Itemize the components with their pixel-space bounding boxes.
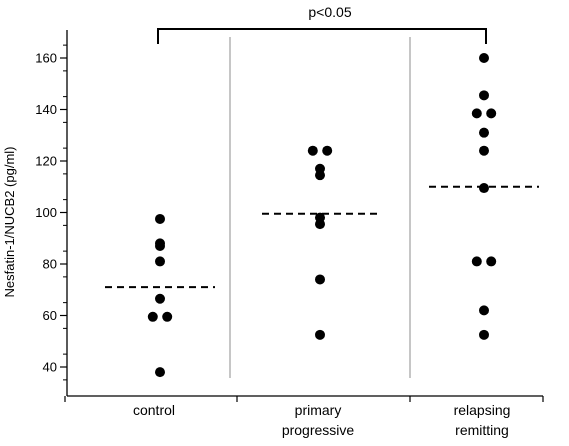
data-point: [479, 329, 489, 340]
y-axis-label: Nesfatin-1/NUCB2 (pg/ml): [2, 147, 17, 298]
axes: [64, 30, 544, 402]
y-tick-label: 40: [43, 360, 57, 375]
data-point: [315, 170, 325, 181]
data-point: [479, 305, 489, 316]
y-tick-label: 140: [35, 102, 57, 117]
data-point: [479, 90, 489, 101]
data-point: [471, 256, 482, 267]
y-tick-label: 80: [43, 257, 57, 272]
data-point: [486, 256, 497, 267]
data-point: [147, 311, 158, 322]
data-point: [486, 108, 497, 119]
significance-bracket: [157, 28, 487, 44]
data-point: [155, 240, 165, 251]
significance-label: p<0.05: [308, 4, 351, 20]
x-category-label: progressive: [282, 422, 355, 438]
data-point: [155, 293, 165, 304]
y-tick-label: 160: [35, 51, 57, 66]
data-points: [147, 53, 497, 378]
y-ticks: 40 60 80 100 120 140 160: [35, 44, 67, 381]
data-point: [315, 274, 325, 285]
data-point: [322, 145, 333, 156]
mean-lines: [105, 185, 539, 289]
data-point: [155, 213, 165, 224]
data-point: [479, 145, 489, 156]
data-point: [479, 53, 489, 63]
x-category-labels: control primary progressive relapsing remitt…: [133, 402, 510, 438]
data-point: [471, 108, 482, 119]
x-category-label: remitting: [455, 422, 509, 438]
x-category-label: primary: [295, 402, 342, 418]
x-category-label: control: [133, 402, 175, 418]
data-point: [479, 127, 489, 138]
data-point: [307, 145, 318, 156]
significance-annotation: p<0.05: [157, 4, 487, 44]
y-tick-label: 60: [43, 308, 57, 323]
y-tick-label: 100: [35, 205, 57, 220]
group-separators: [229, 37, 411, 378]
data-point: [315, 329, 325, 340]
y-tick-label: 120: [35, 154, 57, 169]
data-point: [479, 183, 489, 194]
data-point: [155, 367, 165, 378]
data-point: [155, 256, 165, 267]
x-category-label: relapsing: [454, 402, 511, 418]
data-point: [315, 219, 325, 230]
data-point: [162, 311, 173, 322]
